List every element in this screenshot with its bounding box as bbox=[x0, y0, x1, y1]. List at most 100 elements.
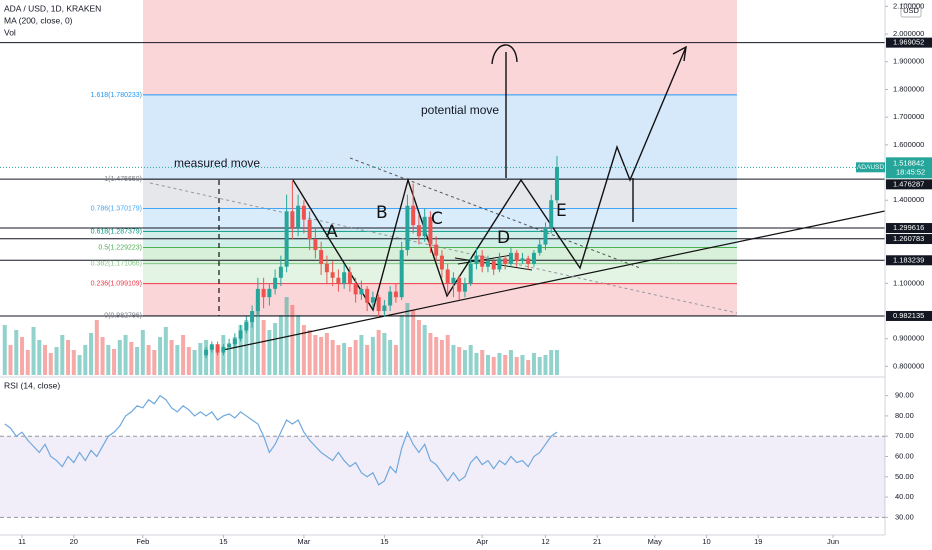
volume-bar bbox=[66, 340, 71, 375]
candle-body bbox=[480, 255, 485, 267]
annotation: measured move bbox=[174, 156, 260, 170]
volume-bar bbox=[319, 337, 324, 375]
candle-body bbox=[549, 200, 554, 228]
candle-body bbox=[554, 167, 559, 201]
volume-bar bbox=[382, 333, 387, 375]
volume-bar bbox=[112, 349, 117, 375]
x-tick-label: 19 bbox=[754, 537, 762, 546]
price-level-label: 1.183239 bbox=[893, 255, 924, 264]
volume-bar bbox=[244, 320, 249, 375]
volume-bar bbox=[181, 335, 186, 375]
candle-body bbox=[347, 272, 352, 284]
volume-bar bbox=[290, 305, 295, 375]
volume-bar bbox=[549, 350, 554, 375]
volume-bar bbox=[77, 355, 82, 375]
price-level-box bbox=[886, 310, 932, 321]
candle-body bbox=[405, 205, 410, 251]
volume-bar bbox=[14, 330, 19, 375]
volume-bar bbox=[25, 350, 30, 375]
indicator-label: Vol bbox=[4, 27, 16, 37]
volume-bar bbox=[278, 315, 283, 375]
currency[interactable]: USD bbox=[903, 6, 919, 15]
volume-bar bbox=[232, 337, 237, 375]
candles bbox=[204, 155, 559, 359]
volume-bar bbox=[2, 325, 7, 375]
volume-bar bbox=[301, 325, 306, 375]
volume-layer bbox=[2, 297, 559, 375]
rsi-tick-label: 40.00 bbox=[895, 492, 914, 501]
volume-bar bbox=[129, 342, 134, 375]
volume-bar bbox=[531, 353, 536, 375]
arrow-head bbox=[491, 44, 518, 65]
volume-bar bbox=[416, 320, 421, 375]
fib-label: 0.382(1.171066) bbox=[91, 260, 142, 267]
candle-body bbox=[543, 227, 548, 245]
candle-body bbox=[238, 330, 243, 339]
fib-zone bbox=[143, 0, 737, 95]
fib-zone bbox=[143, 283, 737, 316]
candle-body bbox=[227, 344, 232, 348]
x-tick-label: Jun bbox=[827, 537, 839, 546]
fib-label: 0.618(1.287379) bbox=[91, 228, 142, 235]
candle-body bbox=[485, 261, 490, 267]
volume-bar bbox=[520, 355, 525, 375]
volume-bar bbox=[422, 325, 427, 375]
volume-bar bbox=[468, 345, 473, 375]
candle-body bbox=[508, 252, 513, 264]
x-tick-label: 21 bbox=[593, 537, 601, 546]
volume-bar bbox=[462, 350, 467, 375]
fib-zone bbox=[143, 179, 737, 209]
volume-bar bbox=[342, 343, 347, 375]
volume-bar bbox=[106, 345, 111, 375]
x-tick-label: May bbox=[648, 537, 662, 546]
x-tick-label: 15 bbox=[380, 537, 388, 546]
volume-bar bbox=[163, 327, 168, 375]
volume-bar bbox=[117, 340, 122, 375]
rsi-tick-label: 60.00 bbox=[895, 451, 914, 460]
drawings bbox=[149, 44, 885, 351]
wave-label: A bbox=[326, 222, 338, 242]
y-tick-label: 1.900000 bbox=[893, 57, 924, 66]
candle-body bbox=[382, 305, 387, 312]
price-level-label: 1.299616 bbox=[893, 223, 924, 232]
volume-bar bbox=[215, 347, 220, 375]
candle-body bbox=[284, 211, 289, 267]
volume-bar bbox=[451, 345, 456, 375]
candle-body bbox=[221, 347, 226, 353]
fib-zone bbox=[143, 247, 737, 264]
price-level-label: 1.260783 bbox=[893, 234, 924, 243]
candle-body bbox=[250, 311, 255, 323]
candle-body bbox=[204, 349, 209, 356]
currency-box[interactable] bbox=[900, 3, 922, 18]
volume-bar bbox=[296, 315, 301, 375]
candle-body bbox=[503, 258, 508, 264]
volume-bar bbox=[497, 353, 502, 375]
volume-bar bbox=[313, 335, 318, 375]
y-tick-label: 1.800000 bbox=[893, 84, 924, 93]
volume-bar bbox=[261, 320, 266, 375]
candle-body bbox=[353, 283, 358, 295]
volume-bar bbox=[20, 337, 25, 375]
candle-body bbox=[451, 277, 456, 284]
price-level-box bbox=[886, 179, 932, 190]
y-tick-label: 2.000000 bbox=[893, 29, 924, 38]
volume-bar bbox=[158, 337, 163, 375]
candle-body bbox=[365, 288, 370, 303]
x-tick-label: 10 bbox=[702, 537, 710, 546]
volume-bar bbox=[474, 353, 479, 375]
fib-zone bbox=[143, 94, 737, 180]
price-level-label: 1.969052 bbox=[893, 38, 924, 47]
price-level-box bbox=[886, 255, 932, 266]
annotations: measured move potential move A B C D E bbox=[174, 103, 567, 248]
volume-bar bbox=[186, 347, 191, 375]
candle-body bbox=[273, 277, 278, 289]
volume-bar bbox=[37, 340, 42, 375]
candle-body bbox=[468, 263, 473, 284]
volume-bar bbox=[267, 330, 272, 375]
y-tick-label: 2.100000 bbox=[893, 1, 924, 10]
price-level-box bbox=[886, 223, 932, 234]
volume-bar bbox=[428, 333, 433, 375]
volume-bar bbox=[491, 357, 496, 375]
volume-bar bbox=[284, 297, 289, 375]
volume-bar bbox=[554, 350, 559, 375]
